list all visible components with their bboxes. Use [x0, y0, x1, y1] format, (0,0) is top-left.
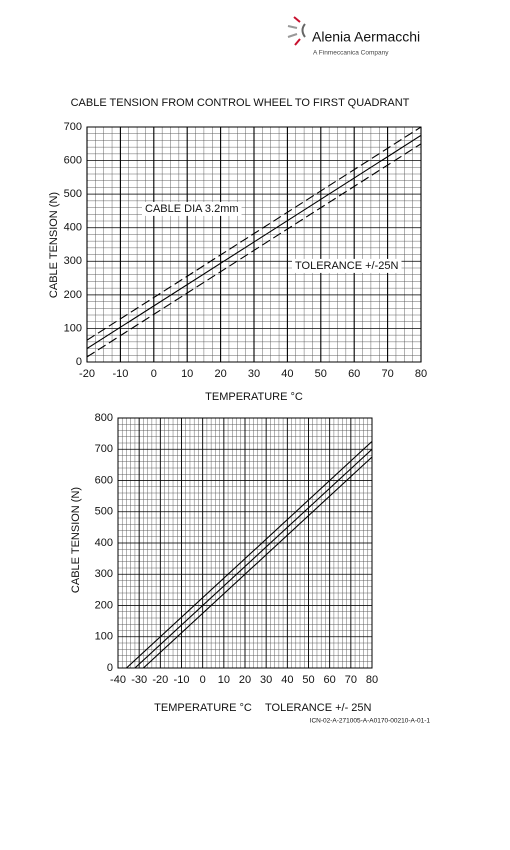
annotation: TOLERANCE +/- 25N — [265, 702, 372, 714]
y-tick-label: 800 — [95, 412, 113, 424]
x-tick-label: 80 — [415, 368, 427, 380]
logo-ray — [293, 16, 301, 23]
y-tick-label: 600 — [64, 154, 82, 166]
logo — [287, 16, 306, 46]
series-line — [87, 134, 421, 350]
logo-ray — [287, 25, 298, 29]
annotation: TOLERANCE +/-25N — [295, 260, 398, 272]
figure-reference: ICN-02-A-271005-A-A0170-00210-A-01-1 — [310, 718, 431, 725]
x-tick-label: -20 — [152, 674, 168, 686]
y-tick-label: 300 — [64, 255, 82, 267]
y-tick-label: 600 — [95, 474, 113, 486]
series-line — [134, 448, 372, 668]
y-axis-label: CABLE TENSION (N) — [48, 192, 60, 298]
plot-frame — [117, 417, 373, 669]
x-tick-label: 70 — [345, 674, 357, 686]
x-tick-label: 40 — [281, 368, 293, 380]
x-tick-label: -30 — [131, 674, 147, 686]
x-tick-label: 30 — [260, 674, 272, 686]
annotation-background — [262, 700, 375, 715]
y-tick-label: 700 — [64, 121, 82, 133]
logo-arc — [301, 23, 306, 38]
x-tick-label: 20 — [239, 674, 251, 686]
series-line — [143, 456, 372, 668]
x-tick-label: 20 — [214, 368, 226, 380]
x-tick-label: 10 — [181, 368, 193, 380]
logo-ray — [287, 33, 298, 38]
chart-title: CABLE TENSION FROM CONTROL WHEEL TO FIRS… — [71, 97, 410, 109]
y-tick-label: 500 — [95, 506, 113, 518]
x-tick-label: 60 — [324, 674, 336, 686]
series-line — [126, 441, 372, 668]
chart: -40 -30 -20 -10 0 10 20 30 40 50 60 70 8001002003004… — [70, 412, 378, 715]
y-tick-label: 200 — [95, 599, 113, 611]
y-tick-label: 400 — [95, 537, 113, 549]
x-axis-label: TEMPERATURE °C — [205, 391, 303, 403]
x-tick-label: 50 — [315, 368, 327, 380]
logo-ray — [294, 38, 301, 46]
x-tick-label: 60 — [348, 368, 360, 380]
y-tick-label: 0 — [107, 662, 113, 674]
x-tick-label: 10 — [218, 674, 230, 686]
x-tick-label: 80 — [366, 674, 378, 686]
x-tick-label: 30 — [248, 368, 260, 380]
y-tick-label: 100 — [64, 322, 82, 334]
x-tick-label: 70 — [381, 368, 393, 380]
y-tick-label: 700 — [95, 443, 113, 455]
y-tick-label: 400 — [64, 222, 82, 234]
y-tick-label: 0 — [76, 356, 82, 368]
series-group — [126, 441, 372, 668]
series-group — [87, 127, 421, 358]
annotation-background — [142, 201, 242, 216]
x-tick-label: 50 — [302, 674, 314, 686]
plot-frame — [86, 126, 422, 363]
brand-name: Alenia Aermacchi — [312, 29, 420, 45]
y-axis-label: CABLE TENSION (N) — [70, 487, 82, 593]
x-tick-label: -10 — [112, 368, 128, 380]
annotation: CABLE DIA 3.2mm — [145, 203, 239, 215]
x-tick-label: 0 — [151, 368, 157, 380]
x-tick-label: 0 — [200, 674, 206, 686]
series-line — [87, 127, 421, 341]
chart: -20 -10 0 10 20 30 40 50 60 70 80 0 100 200 300 400 500 6… — [48, 97, 427, 403]
x-tick-label: -40 — [110, 674, 126, 686]
x-tick-label: -20 — [79, 368, 95, 380]
series-line — [87, 143, 421, 358]
y-tick-label: 500 — [64, 188, 82, 200]
brand-tagline: A Finmeccanica Company — [313, 50, 389, 57]
annotation-background — [292, 258, 402, 273]
y-tick-label: 100 — [95, 631, 113, 643]
x-tick-label: -10 — [174, 674, 190, 686]
y-tick-label: 300 — [95, 568, 113, 580]
y-tick-label: 200 — [64, 289, 82, 301]
x-tick-label: 40 — [281, 674, 293, 686]
x-axis-label: TEMPERATURE °C — [154, 702, 252, 714]
